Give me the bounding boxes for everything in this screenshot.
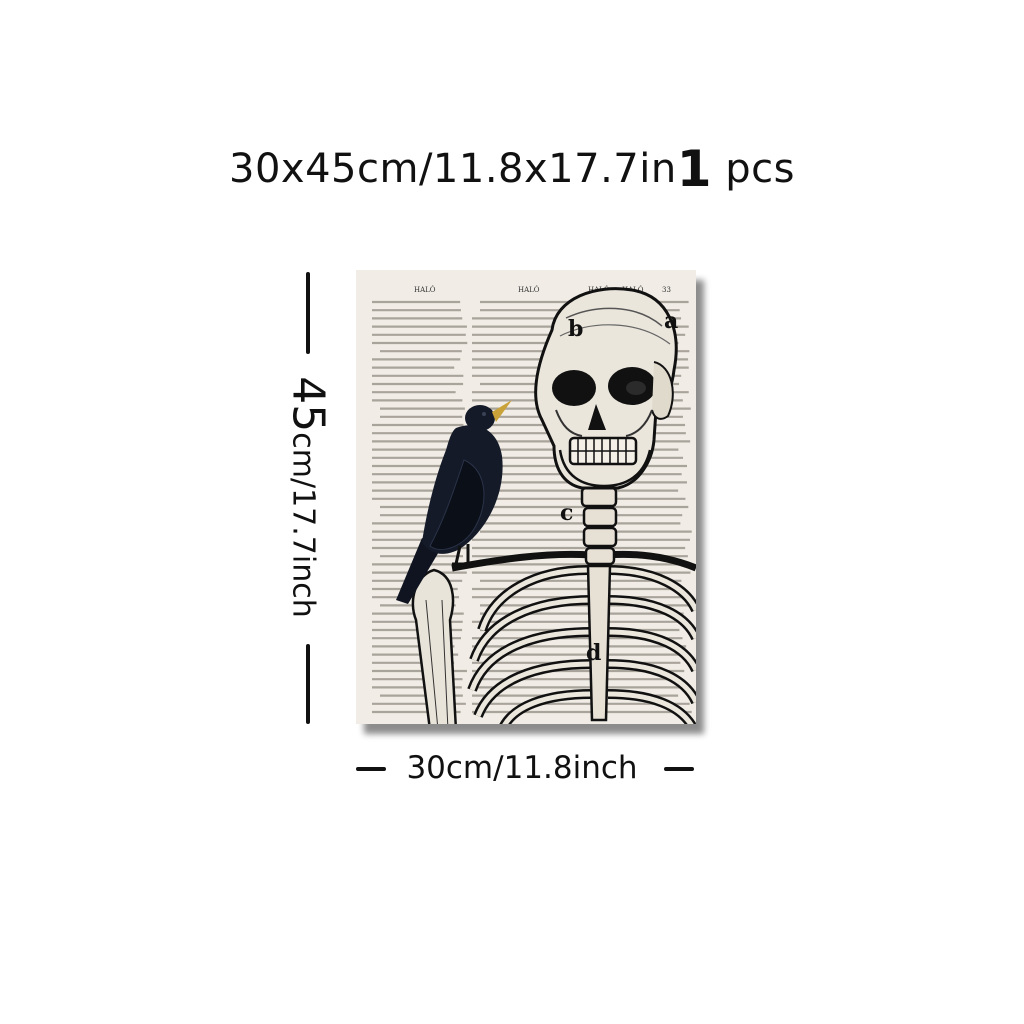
page-header-5: 33 [662, 286, 671, 294]
width-label: 30cm/11.8inch [406, 750, 638, 786]
quantity-unit: pcs [725, 146, 795, 192]
page-header-2: HALÓ [518, 285, 540, 294]
height-label: 45cm/17.7inch [283, 376, 334, 617]
quantity-number: 1 [676, 140, 712, 198]
art-print-canvas: HALÓ HALÓ HALÓ HALÓ 33 [356, 270, 696, 724]
height-number: 45 [282, 376, 334, 433]
figure-letter-a: a [664, 308, 678, 334]
figure-letter-c: c [560, 500, 573, 526]
skeleton-icon [411, 287, 696, 724]
height-marker-top [306, 272, 310, 354]
width-marker-left [356, 767, 386, 771]
product-size-title: 30x45cm/11.8x17.7in1 pcs [0, 140, 1024, 198]
size-text: 30x45cm/11.8x17.7in [229, 146, 677, 192]
page-header-1: HALÓ [414, 285, 436, 294]
art-print: HALÓ HALÓ HALÓ HALÓ 33 [356, 270, 696, 724]
figure-letter-d: d [586, 640, 601, 666]
figure-letter-b: b [568, 316, 583, 342]
height-marker-bottom [306, 644, 310, 724]
height-unit: cm/17.7inch [285, 432, 321, 618]
width-marker-right [664, 767, 694, 771]
crow-icon [396, 400, 512, 604]
